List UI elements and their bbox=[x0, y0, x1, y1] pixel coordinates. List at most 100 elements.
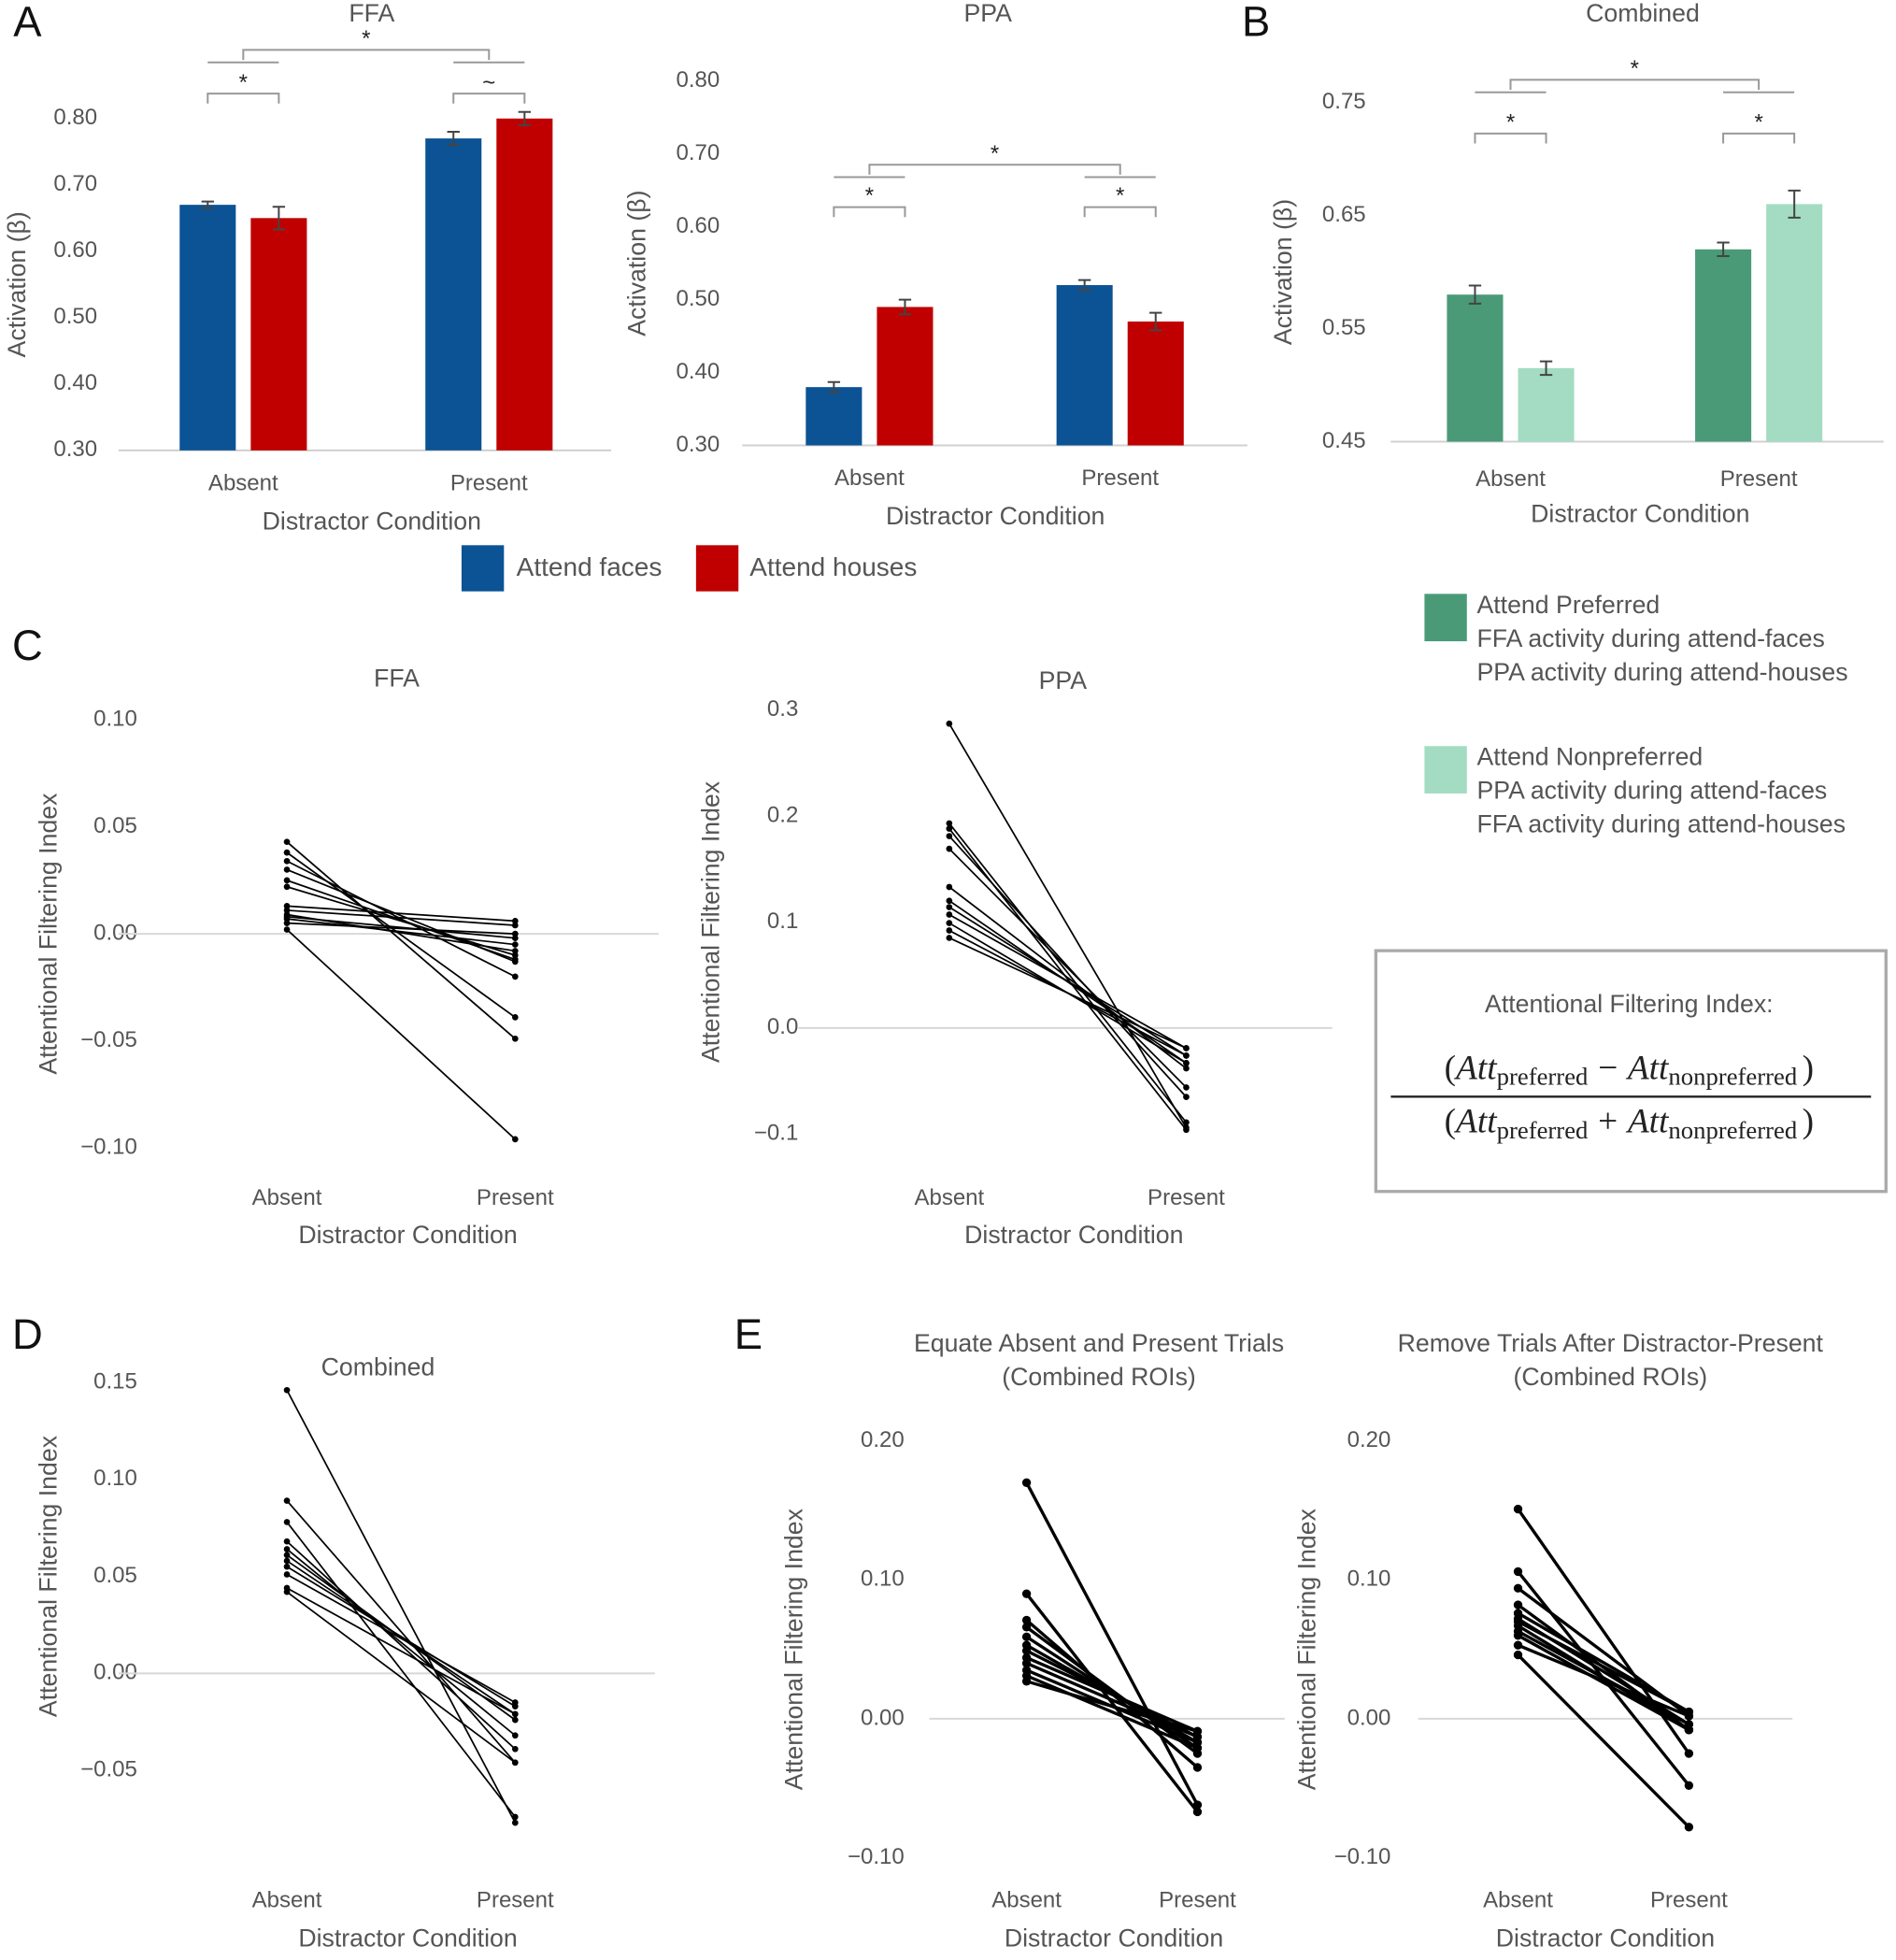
subject-point bbox=[1684, 1823, 1694, 1832]
error-bar bbox=[898, 298, 912, 316]
y-tick-label: 0.05 bbox=[93, 813, 137, 838]
error-bar bbox=[1539, 360, 1553, 377]
subject-point bbox=[511, 951, 519, 959]
x-tick-label: Absent bbox=[1475, 466, 1546, 492]
subject-point bbox=[946, 825, 953, 832]
bar bbox=[1695, 249, 1752, 442]
subject-point bbox=[283, 866, 291, 873]
subject-line bbox=[948, 722, 1188, 1128]
subject-point bbox=[283, 1571, 291, 1578]
panel-label: B bbox=[1242, 0, 1270, 46]
x-tick-label: Absent bbox=[252, 1185, 322, 1210]
chart-title: Combined bbox=[1586, 0, 1700, 27]
y-tick-label: 0.70 bbox=[53, 171, 97, 196]
chart-title: PPA bbox=[964, 0, 1013, 27]
legend-label: Attend houses bbox=[749, 552, 917, 581]
subject-point bbox=[946, 935, 953, 941]
bar bbox=[805, 387, 862, 446]
subject-point bbox=[283, 1519, 291, 1525]
subject-point bbox=[946, 845, 953, 852]
bar bbox=[179, 205, 236, 451]
subject-line bbox=[286, 1500, 516, 1764]
y-tick-label: 0.50 bbox=[676, 286, 720, 311]
subject-point bbox=[1183, 1059, 1190, 1066]
y-tick-label: 0.00 bbox=[1347, 1705, 1391, 1730]
subject-point bbox=[283, 1588, 291, 1595]
subject-point bbox=[1513, 1600, 1523, 1609]
formula-part: preferred bbox=[1497, 1063, 1589, 1091]
y-tick-label: 0.60 bbox=[53, 237, 97, 263]
formula-part: ) bbox=[1803, 1049, 1814, 1087]
subject-line bbox=[948, 937, 1187, 1050]
subject-point bbox=[1513, 1617, 1523, 1626]
subject-point bbox=[946, 920, 953, 926]
chart-title: Combined bbox=[321, 1352, 435, 1381]
subject-point bbox=[1684, 1749, 1694, 1758]
error-bar bbox=[1077, 279, 1091, 292]
subject-point bbox=[511, 922, 519, 929]
x-axis-label: Distractor Condition bbox=[263, 507, 481, 535]
y-axis-label: Attentional Filtering Index bbox=[696, 780, 724, 1063]
subject-point bbox=[946, 927, 953, 934]
subject-point bbox=[511, 1745, 519, 1753]
subject-line bbox=[286, 1591, 516, 1764]
panel-label: C bbox=[12, 622, 43, 669]
subject-point bbox=[1183, 1084, 1190, 1091]
subject-line bbox=[286, 1521, 517, 1818]
subject-point bbox=[283, 907, 291, 914]
legend-note: FFA activity during attend-houses bbox=[1476, 810, 1846, 838]
legend-swatch bbox=[1424, 594, 1467, 642]
significance-label: * bbox=[1506, 109, 1515, 135]
subject-line bbox=[1517, 1629, 1690, 1726]
y-tick-label: 0.10 bbox=[1347, 1567, 1391, 1592]
subject-line bbox=[286, 918, 516, 946]
y-tick-label: 0.2 bbox=[767, 802, 798, 827]
subject-line bbox=[948, 913, 1187, 1050]
subject-point bbox=[283, 1386, 291, 1394]
subject-line bbox=[948, 886, 1187, 1069]
subject-point bbox=[511, 1136, 519, 1143]
subject-point bbox=[1021, 1623, 1032, 1632]
significance-bracket bbox=[1722, 132, 1796, 144]
subject-point bbox=[1021, 1589, 1032, 1598]
subject-point bbox=[1021, 1632, 1032, 1641]
y-tick-label: 0.20 bbox=[1347, 1427, 1391, 1452]
subject-point bbox=[283, 883, 291, 891]
y-tick-label: 0.1 bbox=[767, 908, 798, 934]
panel-label: E bbox=[734, 1310, 763, 1358]
legend-swatch bbox=[1424, 746, 1467, 794]
formula-part: ( bbox=[1445, 1102, 1456, 1140]
x-tick-label: Present bbox=[450, 470, 528, 495]
subject-point bbox=[1192, 1763, 1203, 1772]
significance-bracket bbox=[1083, 206, 1157, 218]
subject-point bbox=[511, 930, 519, 937]
subject-point bbox=[511, 1813, 519, 1821]
subject-line bbox=[1517, 1653, 1690, 1829]
chart-title: (Combined ROIs) bbox=[1513, 1363, 1707, 1391]
subject-line bbox=[948, 823, 1188, 1123]
subject-line bbox=[1517, 1643, 1690, 1718]
subject-line bbox=[286, 1389, 517, 1824]
subject-point bbox=[511, 918, 519, 924]
legend-swatch bbox=[695, 545, 739, 592]
y-tick-label: 0.45 bbox=[1322, 428, 1366, 453]
subject-point bbox=[283, 838, 291, 846]
bar bbox=[877, 307, 934, 446]
y-axis-label: Activation (β) bbox=[623, 191, 651, 336]
x-axis-label: Distractor Condition bbox=[1005, 1924, 1223, 1953]
legend-label: Attend Nonpreferred bbox=[1476, 743, 1703, 771]
y-tick-label: −0.10 bbox=[80, 1134, 137, 1159]
x-axis-label: Distractor Condition bbox=[298, 1924, 517, 1953]
x-tick-label: Absent bbox=[991, 1888, 1062, 1913]
bar bbox=[1056, 285, 1113, 446]
subject-line bbox=[286, 928, 516, 1140]
legend-swatch bbox=[461, 545, 505, 592]
subject-point bbox=[511, 1699, 519, 1706]
subject-point bbox=[1192, 1807, 1203, 1817]
subject-line bbox=[286, 1573, 516, 1704]
subject-point bbox=[511, 1014, 519, 1021]
subject-point bbox=[511, 956, 519, 963]
subject-point bbox=[1684, 1707, 1694, 1717]
legend-note: PPA activity during attend-houses bbox=[1476, 658, 1847, 686]
error-bar bbox=[447, 131, 460, 147]
